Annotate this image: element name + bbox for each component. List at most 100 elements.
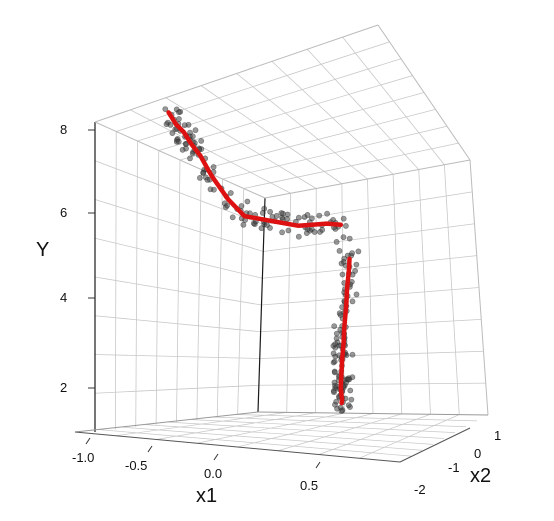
data-point [333,238,340,245]
grid-line [155,150,160,425]
box-edge [257,197,266,413]
data-point [316,212,323,219]
data-point [261,205,268,212]
data-point [349,298,356,305]
data-point [338,260,345,267]
x2-tick-label: 1 [494,428,501,443]
data-point [240,221,247,228]
y-tick-label: 6 [60,205,67,220]
box-edge [74,431,401,463]
data-point [198,137,205,144]
fitted-curve-segment-2 [166,110,344,228]
data-point [189,150,196,157]
grid-line [342,36,445,165]
grid-line [216,178,223,418]
grid-line [176,159,181,423]
data-point [331,358,338,365]
grid-line [443,164,460,415]
data-point [196,174,203,181]
data-point [284,211,291,218]
data-point [192,127,199,134]
grid-line [212,416,467,428]
x1-tick-mark [147,445,153,453]
data-point [342,222,349,229]
x2-axis-title: x2 [470,465,491,487]
x1-tick-label: 0.0 [204,466,222,481]
x2-tick-label: -1 [448,460,460,475]
data-point [345,402,352,409]
data-point [333,330,340,337]
box-edge [257,411,489,416]
data-point [355,248,362,255]
data-point [200,169,207,176]
data-point [348,396,355,403]
x1-tick-label: 0.5 [300,478,318,493]
box-edge [399,427,471,463]
data-point [347,387,354,394]
data-point [346,376,353,383]
data-point [336,247,343,254]
data-point [336,310,343,317]
grid-line [392,174,403,414]
fitted-curve [166,110,352,406]
data-point [167,122,174,128]
x1-axis-title: x1 [196,485,217,507]
data-point [304,211,311,218]
data-point [332,341,338,347]
data-point [317,228,323,235]
box-edge [74,411,259,433]
grid-line [278,413,402,452]
box-edge [377,24,471,161]
fitted-curve-segment-1 [338,256,352,406]
data-point [346,235,353,242]
axis-ticks: 2 4 6 8 -1.0 -0.5 0.0 0.5 -2 -1 01 [60,122,501,497]
grid-line [306,48,420,170]
grid-line [418,169,431,415]
grid-line [235,414,478,422]
x2-tick-label: -2 [414,482,426,497]
data-point [267,208,273,215]
y-tick-label: 8 [60,122,67,137]
grid-line [114,131,117,430]
grid-line [318,413,431,455]
data-point [340,234,347,241]
x1-tick-mark [315,461,321,469]
data-points [162,106,362,414]
x2-tick-label: 0 [474,446,481,461]
data-point [339,271,346,278]
data-point [224,202,230,209]
grid-lines [94,36,486,459]
grid-line [179,92,425,161]
grid-line [196,169,202,420]
grid-line [189,419,456,433]
data-point [258,225,265,232]
data-point [353,291,360,298]
data-point [169,130,176,136]
plot-box [74,24,489,433]
box-edge [469,159,489,416]
data-point [295,233,302,240]
data-point [331,323,338,330]
x1-tick-mark [85,437,91,445]
data-point [340,215,347,222]
data-point [333,335,340,342]
box-edge [264,159,471,199]
data-point [324,210,330,217]
data-point [179,146,186,153]
data-point [227,190,234,196]
data-point [331,389,337,396]
data-point [352,268,358,274]
grid-line [135,140,138,428]
grid-line [341,183,345,414]
data-point [173,138,180,145]
data-point [285,227,292,234]
x1-tick-mark [213,453,219,461]
y-tick-label: 2 [60,380,67,395]
grid-line [315,188,317,413]
data-point [264,222,270,228]
grid-line [243,142,459,189]
grid-line [237,413,374,448]
data-point [175,109,182,116]
data-point [337,404,344,411]
